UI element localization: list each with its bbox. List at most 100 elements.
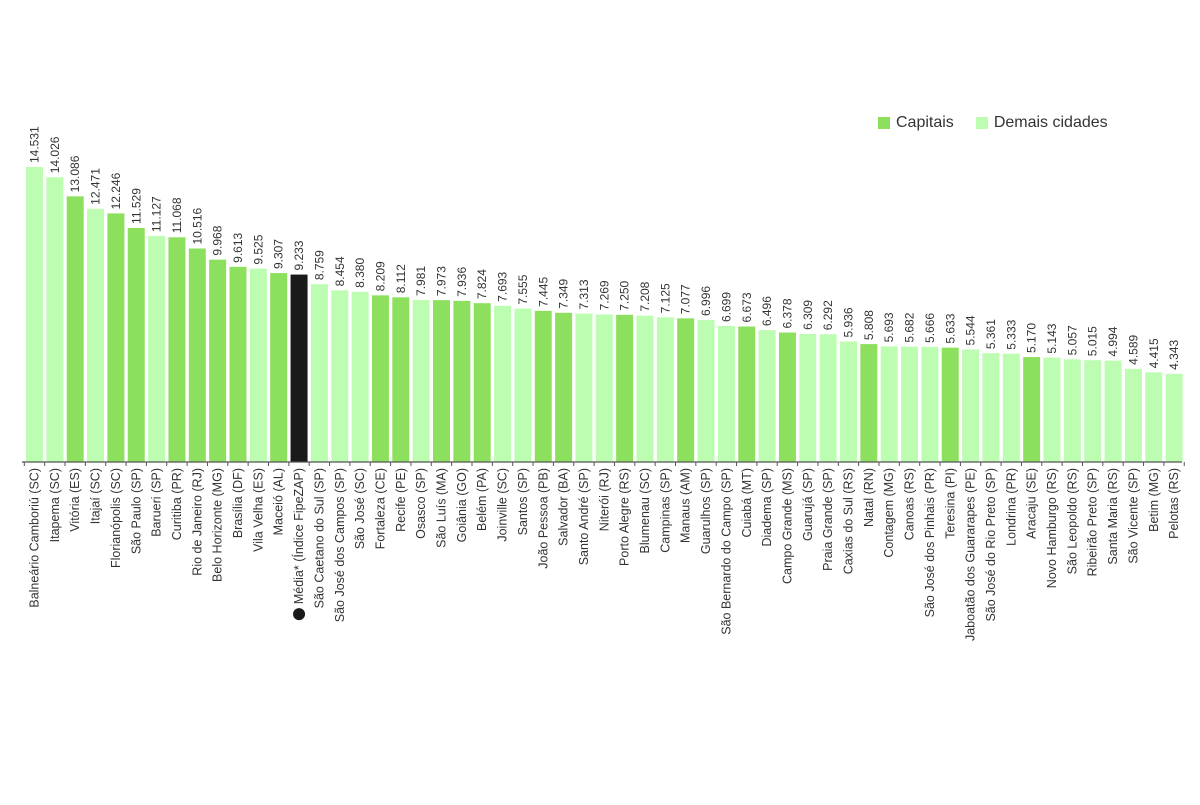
legend-item-demais: Demais cidades: [975, 114, 1108, 132]
value-label-53: 5.015: [1086, 326, 1100, 356]
bar-56: [1145, 372, 1163, 462]
category-label-9: Rio de Janeiro (RJ): [190, 468, 204, 576]
category-label-44: Canoas (RS): [903, 468, 917, 540]
bar-52: [1063, 359, 1081, 462]
value-label-23: 7.824: [475, 269, 489, 299]
bar-27: [555, 312, 573, 462]
category-label-23: Belém (PA): [475, 468, 489, 531]
bar-21: [433, 300, 450, 462]
category-label-39: Guarujá (SP): [801, 468, 815, 541]
category-label-52: São Leopoldo (RS): [1065, 468, 1079, 574]
value-label-40: 6.292: [821, 300, 835, 330]
legend-swatch-demais: [975, 117, 988, 129]
bar-4: [87, 208, 105, 462]
value-label-13: 9.307: [272, 239, 286, 269]
bar-31: [636, 315, 654, 462]
value-label-11: 9.613: [231, 232, 245, 262]
category-label-27: Salvador (BA): [557, 468, 571, 546]
value-label-21: 7.973: [435, 266, 449, 296]
category-label-51: Novo Hamburgo (RS): [1045, 468, 1059, 588]
bar-49: [1002, 353, 1020, 462]
bar-55: [1124, 368, 1142, 462]
value-label-1: 14.531: [28, 126, 42, 163]
category-label-35: São Bernardo do Campo (SP): [719, 468, 733, 635]
category-label-16: São José dos Campos (SP): [333, 468, 347, 622]
bar-5: [107, 213, 125, 462]
category-label-10: Belo Horizonte (MG): [211, 468, 225, 582]
category-label-31: Blumenau (SC): [638, 468, 652, 553]
value-label-51: 5.143: [1045, 323, 1059, 353]
value-label-37: 6.496: [760, 296, 774, 326]
bar-36: [738, 326, 756, 462]
category-label-40: Praia Grande (SP): [821, 468, 835, 571]
legend: Capitais Demais cidades: [878, 114, 1108, 132]
category-label-19: Recife (PE): [394, 468, 408, 532]
category-label-1: Balneário Camboriú (SC): [28, 468, 42, 608]
bar-15: [310, 284, 328, 462]
value-label-20: 7.981: [414, 266, 428, 296]
average-marker-dot: [293, 608, 306, 621]
bar-46: [941, 347, 959, 462]
category-label-7: Barueri (SP): [150, 468, 164, 537]
value-label-18: 8.209: [373, 261, 387, 291]
bar-35: [717, 326, 735, 462]
bar-37: [758, 330, 776, 462]
bar-53: [1084, 360, 1102, 462]
value-label-16: 8.454: [333, 256, 347, 286]
bar-24: [494, 305, 512, 462]
value-label-45: 5.666: [923, 313, 937, 343]
category-label-57: Pelotas (RS): [1167, 468, 1181, 539]
value-label-42: 5.808: [862, 310, 876, 340]
category-label-47: Jaboatão dos Guararapes (PE): [964, 468, 978, 641]
bar-32: [656, 317, 674, 462]
legend-label-capitais: Capitais: [896, 114, 954, 131]
value-label-38: 6.378: [780, 298, 794, 328]
bar-34: [697, 319, 715, 462]
category-label-33: Manaus (AM): [679, 468, 693, 543]
bar-38: [778, 332, 796, 462]
category-label-55: São Vicente (SP): [1126, 468, 1140, 564]
bar-2: [46, 177, 64, 462]
bar-29: [595, 314, 613, 462]
category-label-2: Itapema (SC): [48, 468, 62, 542]
category-label-50: Aracaju (SE): [1025, 468, 1039, 539]
value-label-56: 4.415: [1147, 338, 1161, 368]
category-label-32: Campinas (SP): [658, 468, 672, 553]
category-label-4: Itajaí (SC): [89, 468, 103, 524]
category-label-14: Média* (Índice FipeZAP): [291, 468, 306, 604]
bar-28: [575, 313, 593, 462]
category-label-28: Santo André (SP): [577, 468, 591, 565]
category-label-24: Joinville (SC): [496, 468, 510, 542]
bar-20: [412, 299, 430, 462]
bar-9: [188, 248, 206, 462]
bar-3: [66, 196, 84, 462]
value-label-5: 12.246: [109, 172, 123, 209]
bar-16: [331, 290, 349, 462]
legend-label-demais: Demais cidades: [993, 114, 1108, 131]
bar-22: [453, 300, 471, 462]
value-label-15: 8.759: [312, 250, 326, 280]
bar-10: [209, 259, 227, 462]
value-label-12: 9.525: [251, 234, 265, 264]
value-label-22: 7.936: [455, 267, 469, 297]
value-label-36: 6.673: [740, 292, 754, 322]
value-label-46: 5.633: [943, 313, 957, 343]
category-label-18: Fortaleza (CE): [373, 468, 387, 549]
value-label-25: 7.555: [516, 274, 530, 304]
bar-57: [1165, 373, 1183, 462]
category-label-42: Natal (RN): [862, 468, 876, 527]
bar-23: [473, 303, 491, 462]
value-label-6: 11.529: [129, 188, 143, 224]
value-label-19: 8.112: [394, 264, 408, 293]
bar-39: [799, 333, 817, 462]
value-label-57: 4.343: [1167, 339, 1181, 369]
category-label-45: São José dos Pinhais (PR): [923, 468, 937, 617]
bar-44: [901, 346, 919, 462]
value-label-26: 7.445: [536, 277, 550, 307]
category-label-17: São José (SC): [353, 468, 367, 549]
category-label-25: Santos (SP): [516, 468, 530, 535]
value-label-52: 5.057: [1065, 325, 1079, 355]
category-label-21: São Luís (MA): [435, 468, 449, 548]
